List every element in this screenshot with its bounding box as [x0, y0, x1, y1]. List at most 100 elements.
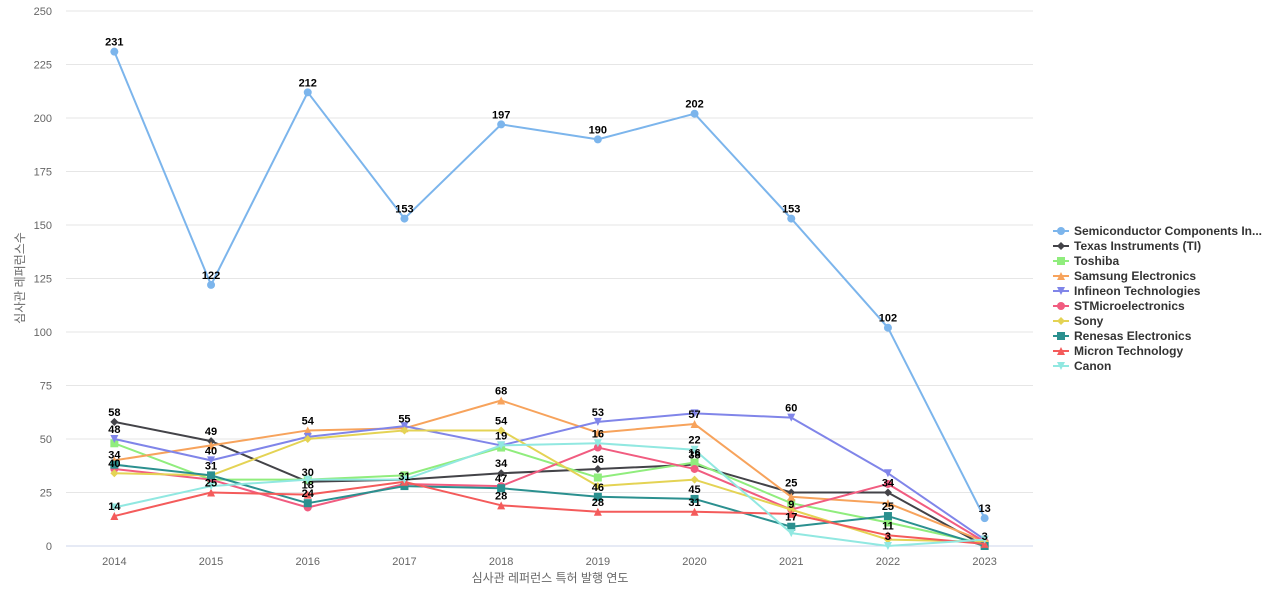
data-point [400, 422, 409, 431]
data-point [690, 494, 699, 503]
legend-label: Micron Technology [1074, 344, 1183, 358]
data-label: 46 [592, 482, 604, 494]
data-point [690, 445, 699, 454]
legend-item[interactable]: Sony [1053, 314, 1104, 328]
data-label: 28 [592, 497, 604, 509]
data-label: 25 [785, 478, 797, 490]
data-point [110, 469, 119, 478]
data-point [883, 518, 892, 527]
legend-item[interactable]: Micron Technology [1053, 344, 1183, 358]
legend-item[interactable]: Samsung Electronics [1053, 269, 1196, 283]
data-label: 212 [299, 77, 317, 89]
series-path [114, 480, 985, 545]
data-point [400, 482, 409, 491]
data-label: 36 [592, 454, 604, 466]
data-point [593, 507, 602, 516]
legend-item[interactable]: Texas Instruments (TI) [1053, 239, 1201, 253]
data-label: 17 [785, 512, 797, 524]
series-path [114, 412, 986, 541]
data-point [787, 522, 796, 531]
data-point [690, 420, 699, 429]
x-axis-title: 심사관 레퍼런스 특허 발행 연도 [472, 570, 629, 585]
data-label: 34 [495, 458, 508, 470]
data-point [980, 514, 989, 523]
y-tick-label: 125 [34, 274, 52, 286]
data-point [883, 469, 892, 478]
data-label: 25 [882, 501, 894, 513]
legend-marker [1057, 347, 1065, 355]
data-point [593, 482, 602, 491]
y-tick-label: 25 [40, 488, 52, 500]
data-label: 16 [592, 428, 604, 440]
legend-item[interactable]: Renesas Electronics [1053, 329, 1192, 343]
data-point [303, 475, 312, 484]
data-point [593, 492, 602, 501]
legend-item[interactable]: Infineon Technologies [1053, 284, 1201, 298]
legend-label: Samsung Electronics [1074, 269, 1196, 283]
data-point [400, 471, 409, 480]
data-point [883, 488, 892, 497]
data-point [110, 47, 119, 56]
data-point [593, 135, 602, 144]
legend-item[interactable]: Canon [1053, 359, 1111, 373]
data-label: 54 [495, 415, 508, 427]
legend-label: Toshiba [1074, 254, 1119, 268]
y-tick-label: 150 [34, 220, 52, 232]
legend-label: Semiconductor Components In... [1074, 224, 1262, 238]
data-label: 31 [688, 497, 700, 509]
legend: Semiconductor Components In...Texas Inst… [1053, 224, 1262, 373]
y-tick-label: 100 [34, 327, 52, 339]
series-path [114, 463, 985, 547]
data-point [110, 417, 119, 426]
data-point [690, 409, 699, 418]
x-tick-label: 2016 [296, 556, 320, 568]
legend-label: STMicroelectronics [1074, 299, 1185, 313]
data-label: 197 [492, 109, 510, 121]
data-point [207, 456, 216, 465]
legend-marker [1057, 302, 1065, 310]
x-tick-label: 2022 [876, 556, 900, 568]
data-point [303, 499, 312, 508]
data-label: 122 [202, 270, 220, 282]
data-point [303, 426, 312, 435]
legend-item[interactable]: STMicroelectronics [1053, 299, 1185, 313]
data-point [110, 439, 119, 448]
series-path [114, 399, 986, 543]
x-tick-label: 2023 [972, 556, 996, 568]
data-label: 102 [879, 313, 897, 325]
series-lines [110, 47, 989, 550]
data-point [883, 499, 892, 508]
data-point [593, 417, 602, 426]
data-label: 45 [688, 484, 700, 496]
data-point [207, 488, 216, 497]
data-point [303, 490, 312, 499]
data-point [207, 441, 216, 450]
data-label: 47 [495, 473, 507, 485]
legend-item[interactable]: Toshiba [1053, 254, 1119, 268]
data-label: 31 [398, 471, 410, 483]
x-tick-label: 2017 [392, 556, 416, 568]
data-point [593, 443, 602, 452]
data-label: 22 [688, 435, 700, 447]
data-label: 28 [495, 490, 507, 502]
legend-item[interactable]: Semiconductor Components In... [1053, 224, 1262, 238]
data-label: 3 [885, 531, 891, 543]
data-label: 48 [108, 424, 120, 436]
data-point [593, 439, 602, 448]
legend-marker [1057, 317, 1065, 325]
data-point [207, 471, 216, 480]
data-label: 30 [302, 467, 314, 479]
series-line [110, 409, 989, 544]
y-tick-label: 225 [34, 60, 52, 72]
data-point [690, 475, 699, 484]
data-label: 153 [782, 204, 800, 216]
x-tick-label: 2019 [586, 556, 610, 568]
data-point [207, 280, 216, 289]
data-point [497, 426, 506, 435]
data-point [400, 214, 409, 223]
y-tick-label: 0 [46, 541, 52, 553]
legend-label: Sony [1074, 314, 1104, 328]
data-label: 55 [398, 413, 410, 425]
data-point [883, 323, 892, 332]
